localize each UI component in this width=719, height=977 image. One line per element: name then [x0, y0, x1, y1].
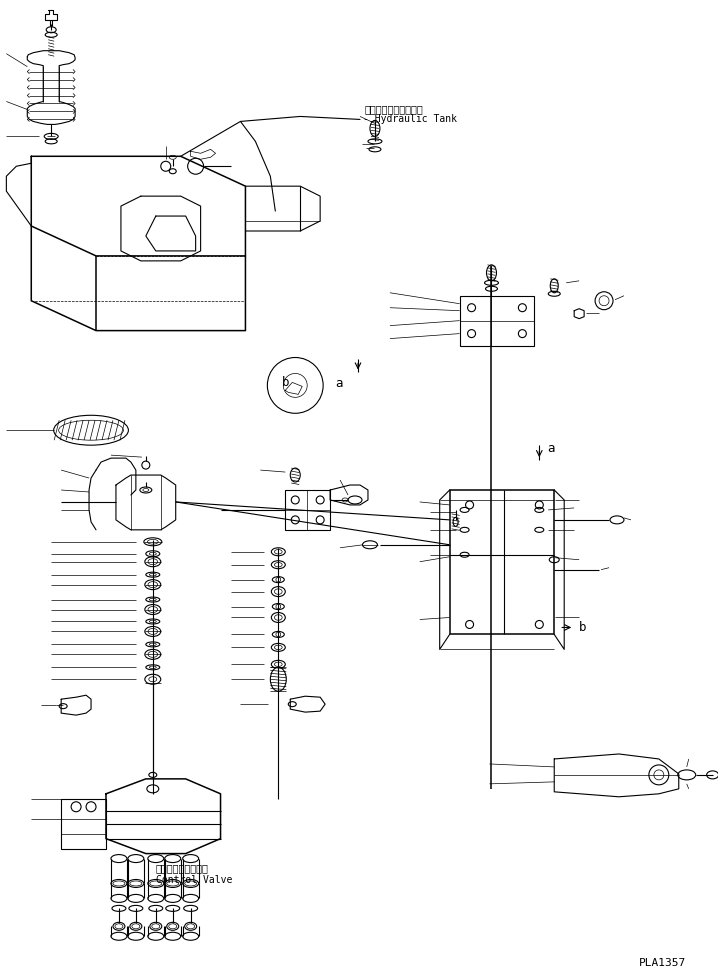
Ellipse shape [290, 468, 301, 482]
Text: b: b [282, 376, 289, 389]
Bar [459, 296, 534, 346]
Text: PLA1357: PLA1357 [639, 958, 686, 968]
Ellipse shape [270, 667, 286, 691]
Bar [285, 490, 330, 530]
Text: a: a [547, 442, 555, 454]
Text: b: b [579, 621, 587, 634]
Text: Control Valve: Control Valve [156, 875, 232, 885]
Bar [449, 490, 554, 634]
Text: コントロールバルブ: コントロールバルブ [156, 864, 209, 873]
Text: ハイドロリックタンク: ハイドロリックタンク [365, 105, 423, 114]
Text: a: a [335, 377, 342, 390]
Ellipse shape [370, 120, 380, 137]
Ellipse shape [487, 265, 496, 280]
Text: - Hydraulic Tank: - Hydraulic Tank [363, 114, 457, 124]
